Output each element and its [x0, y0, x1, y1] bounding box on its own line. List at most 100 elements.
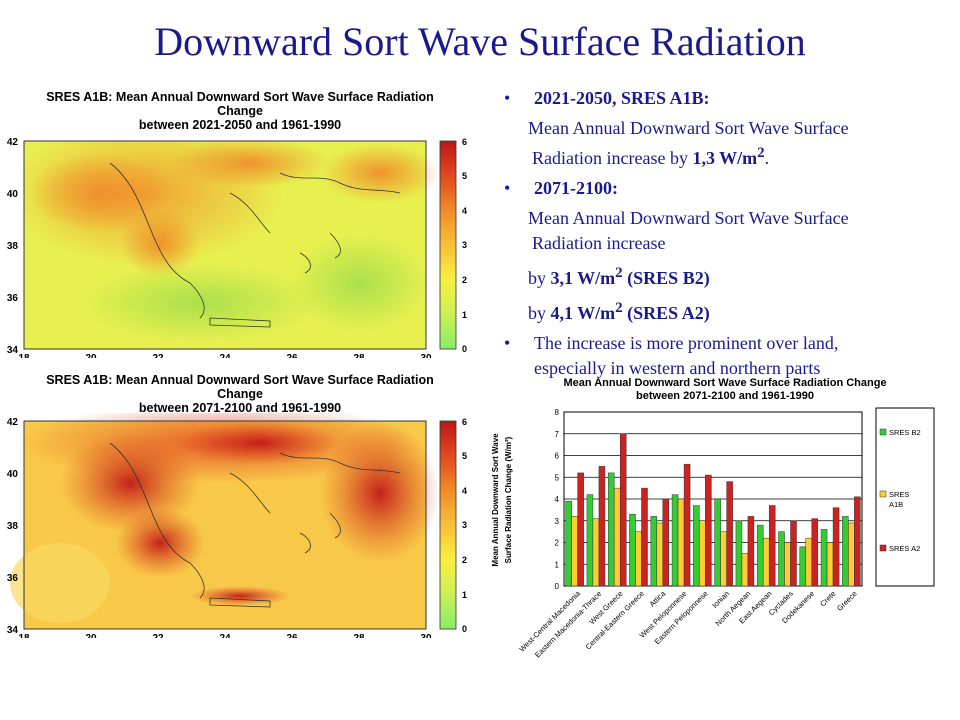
map1-x-tick: 30 [420, 353, 432, 358]
y-tick-label: 5 [555, 473, 560, 482]
map2-x-tick: 24 [219, 633, 231, 638]
bar [790, 520, 797, 587]
bar [635, 531, 642, 587]
bullet-2021-2050: • 2021-2050, SRES A1B: [500, 86, 950, 111]
map2-x-tick: 28 [353, 633, 365, 638]
map2-x-tick: 26 [286, 633, 298, 638]
map1-title: SRES A1B: Mean Annual Downward Sort Wave… [20, 90, 460, 132]
bar [671, 494, 679, 587]
map1-title-line3: between 2021-2050 and 1961-1990 [138, 118, 342, 132]
bar [619, 433, 627, 587]
map2-x-tick: 22 [152, 633, 164, 638]
map2-figure: 18 20 22 24 26 28 30 42 40 38 36 34 6 5 … [0, 403, 470, 644]
map1-x-tick: 20 [85, 353, 97, 358]
bar [784, 542, 791, 587]
bar [565, 500, 572, 587]
bar [683, 463, 691, 587]
bar [586, 494, 594, 587]
bar [656, 522, 664, 587]
value-text: 1,3 W/m [692, 148, 758, 168]
map2-x-tick: 18 [18, 633, 30, 638]
map1-colorbar [439, 140, 457, 350]
map1-x-tick: 28 [353, 353, 365, 358]
paragraph-b2: by 3,1 W/m2 (SRES B2) [500, 261, 950, 291]
map2-colorbar-tick: 1 [462, 590, 467, 600]
map1-title-line1: SRES A1B: Mean Annual Downward Sort Wave… [46, 90, 434, 104]
bullet-line-continued: especially in western and northern parts [534, 358, 821, 378]
bar [607, 472, 615, 587]
paragraph-line: Mean Annual Downward Sort Wave Surface [528, 208, 849, 228]
value-text: 4,1 W/m [550, 303, 616, 323]
bullet-marker: • [504, 178, 511, 198]
paragraph-line-continued: Radiation increase [532, 233, 666, 253]
y-tick-label: 7 [555, 430, 560, 439]
bar-chart-title-line1: Mean Annual Downward Sort Wave Surface R… [563, 377, 887, 389]
superscript: 2 [615, 265, 623, 281]
map1-x-tick: 24 [219, 353, 231, 358]
paragraph-line: Mean Annual Downward Sort Wave Surface [528, 118, 849, 138]
bar [699, 520, 706, 587]
map1-figure: 18 20 22 24 26 28 30 42 40 38 36 34 6 5 … [0, 133, 470, 364]
bar [592, 518, 600, 587]
bar [714, 498, 721, 587]
bar [598, 466, 606, 587]
map2-colorbar-tick: 3 [462, 520, 467, 530]
bar [650, 516, 658, 587]
bar [805, 537, 813, 587]
punctuation: . [764, 148, 770, 168]
legend-label: SRES [889, 490, 909, 499]
bar [613, 487, 621, 587]
legend-label: SRES A2 [889, 544, 920, 553]
y-tick-label: 8 [555, 408, 560, 417]
map1-colorbar-tick: 0 [462, 344, 467, 354]
bar [820, 529, 828, 587]
y-tick-label: 3 [555, 517, 560, 526]
bullet-marker: • [504, 88, 511, 108]
map2-y-tick: 40 [7, 469, 19, 480]
value-text: 3,1 W/m [550, 268, 616, 288]
y-tick-label: 0 [555, 582, 560, 591]
bar [768, 505, 776, 587]
map2-colorbar [439, 420, 457, 630]
bar [756, 524, 764, 587]
legend-swatch [879, 544, 887, 552]
bar [571, 516, 578, 587]
bar [735, 520, 743, 587]
bar [726, 481, 733, 587]
map1-colorbar-tick: 5 [462, 171, 467, 181]
paragraph-text: by [528, 303, 551, 323]
bar-chart: 0 1 2 3 4 5 6 7 8 West-Central Macedonia Eastern M… [484, 400, 950, 700]
bullet-heading: 2021-2050, SRES A1B: [534, 88, 710, 108]
bar-chart-title-line2: between 2071-2100 and 1961-1990 [636, 390, 814, 402]
map1-y-tick: 40 [7, 189, 19, 200]
map2-title-line2: Change [217, 387, 263, 401]
bar [762, 537, 770, 587]
bullet-line: The increase is more prominent over land… [534, 333, 839, 353]
map1-y-tick: 36 [7, 293, 19, 304]
map2-colorbar-tick: 2 [462, 555, 467, 565]
superscript: 2 [757, 145, 765, 161]
x-tick-label: Greece [835, 589, 859, 613]
bullet-text-block: • 2021-2050, SRES A1B: Mean Annual Downw… [500, 86, 950, 386]
map2-title-line3: between 2071-2100 and 1961-1990 [138, 401, 342, 415]
bar-chart-title: Mean Annual Downward Sort Wave Surface R… [500, 377, 950, 403]
bar [826, 542, 834, 587]
scenario-text: (SRES B2) [622, 268, 710, 288]
bar [842, 516, 849, 587]
y-axis-label: Mean Annual Downward Sort Wave [491, 433, 500, 567]
map2-y-tick: 42 [7, 417, 19, 428]
map1-colorbar-tick: 6 [462, 137, 467, 147]
map1-y-tick: 42 [7, 137, 19, 148]
bar [577, 472, 584, 587]
map2-colorbar-tick: 0 [462, 624, 467, 634]
bar [629, 513, 636, 587]
bar [677, 498, 685, 587]
bullet-2071-2100: • 2071-2100: [500, 176, 950, 201]
map2-y-tick: 36 [7, 573, 19, 584]
map1-x-tick: 22 [152, 353, 164, 358]
bar [747, 516, 755, 587]
paragraph-increase-a1b: Mean Annual Downward Sort Wave Surface R… [500, 116, 950, 171]
map1-title-line2: Change [217, 104, 263, 118]
map2-y-tick: 38 [7, 521, 19, 532]
bar [741, 553, 749, 587]
